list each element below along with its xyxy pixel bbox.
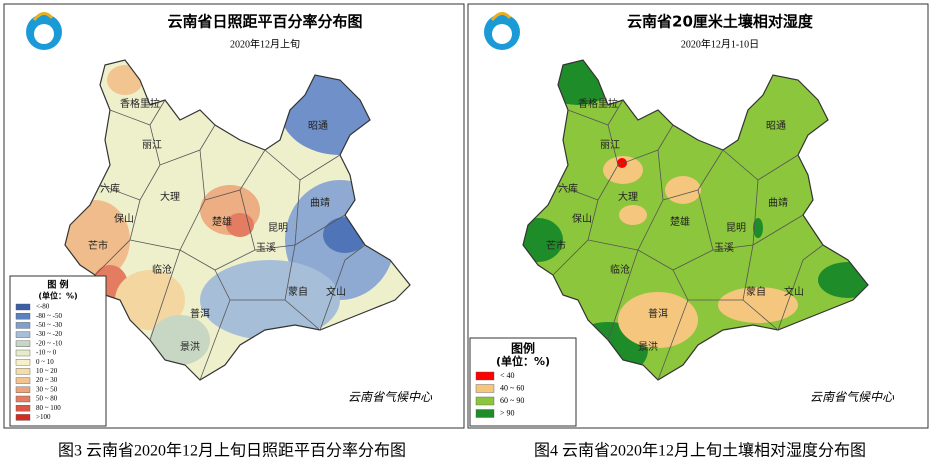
legend-swatch [15, 331, 31, 338]
city-label: 文山 [784, 285, 804, 298]
legend-swatch [15, 349, 31, 357]
footer: 云南省气候中心 [810, 390, 895, 404]
legend-label: 80 ~ 100 [36, 404, 61, 412]
city-label: 楚雄 [670, 215, 690, 228]
city-label: 保山 [114, 212, 134, 225]
legend-label: <-80 [36, 303, 50, 311]
city-label: 六库 [558, 182, 578, 195]
legend-swatch [15, 322, 31, 329]
city-label: 普洱 [648, 307, 668, 320]
legend-swatch [15, 405, 31, 412]
legend-label: 0 ~ 10 [36, 358, 54, 366]
city-label: 芒市 [546, 239, 566, 252]
legend-label: 60 ~ 90 [500, 396, 524, 405]
city-label: 丽江 [142, 139, 162, 151]
legend-label: -80 ~ -50 [36, 312, 62, 320]
city-label: 景洪 [638, 341, 658, 353]
logo [26, 12, 62, 50]
legend-label: 40 ~ 60 [500, 383, 524, 392]
city-label: 香格里拉 [120, 97, 160, 110]
city-label: 六库 [100, 182, 120, 195]
legend-swatch [475, 371, 495, 381]
legend-label: 50 ~ 80 [36, 395, 58, 403]
legend-label: 20 ~ 30 [36, 376, 58, 384]
city-label: 曲靖 [310, 196, 330, 209]
legend-label: 30 ~ 50 [36, 385, 58, 393]
city-label: 玉溪 [256, 242, 276, 254]
panel-frame [3, 3, 465, 429]
legend-label: -50 ~ -30 [36, 321, 62, 329]
legend-label: -20 ~ -10 [36, 339, 62, 347]
caption: 图4 云南省2020年12月上旬土壤相对湿度分布图 [534, 441, 866, 460]
legend-label: -30 ~ -20 [36, 330, 62, 338]
logo [484, 12, 520, 50]
legend-swatch [15, 395, 31, 403]
legend-swatch [475, 396, 495, 406]
map-subtitle: 2020年12月1-10日 [681, 37, 759, 50]
city-label: 昆明 [726, 222, 746, 234]
legend-label: -10 ~ 0 [36, 349, 57, 357]
legend-swatch [15, 340, 31, 347]
legend-swatch [475, 384, 495, 393]
legend-swatch [15, 386, 31, 393]
city-label: 昭通 [766, 120, 786, 132]
city-label: 临沧 [152, 263, 172, 276]
footer: 云南省气候中心 [348, 390, 433, 404]
legend-unit: (单位：%) [38, 291, 77, 301]
city-label: 大理 [618, 190, 638, 203]
caption: 图3 云南省2020年12月上旬日照距平百分率分布图 [58, 442, 406, 460]
city-label: 楚雄 [212, 215, 232, 228]
city-label: 丽江 [600, 139, 620, 151]
city-label: 芒市 [88, 239, 108, 252]
city-label: 昭通 [308, 120, 328, 132]
legend-swatch [15, 414, 31, 421]
panel-frame [467, 3, 929, 429]
city-label: 玉溪 [714, 242, 734, 254]
city-label: 保山 [572, 212, 592, 225]
map-title: 云南省20厘米土壤相对湿度 [627, 13, 814, 31]
legend-label: < 40 [500, 371, 515, 380]
legend-label: 10 ~ 20 [36, 367, 58, 375]
city-label: 香格里拉 [578, 97, 618, 110]
city-label: 蒙自 [746, 285, 766, 298]
legend-label: > 90 [500, 408, 515, 417]
legend-title: 图 例 [47, 279, 68, 291]
city-label: 临沧 [610, 263, 630, 276]
legend-swatch [15, 377, 31, 384]
legend-swatch [475, 409, 495, 418]
city-label: 曲靖 [768, 196, 788, 209]
legend-swatch [15, 359, 31, 366]
city-label: 蒙自 [288, 285, 308, 298]
city-label: 大理 [160, 190, 180, 203]
legend-unit: (单位：%) [496, 354, 550, 368]
legend-swatch [15, 313, 31, 320]
city-label: 普洱 [190, 307, 210, 320]
city-label: 文山 [326, 285, 346, 298]
legend-swatch [15, 303, 31, 311]
map-title: 云南省日照距平百分率分布图 [167, 13, 362, 31]
map-subtitle: 2020年12月上旬 [230, 37, 300, 50]
city-label: 景洪 [180, 341, 200, 353]
legend-label: >100 [36, 413, 51, 421]
legend-title: 图例 [511, 341, 535, 356]
legend-swatch [15, 368, 31, 375]
city-label: 昆明 [268, 222, 288, 234]
